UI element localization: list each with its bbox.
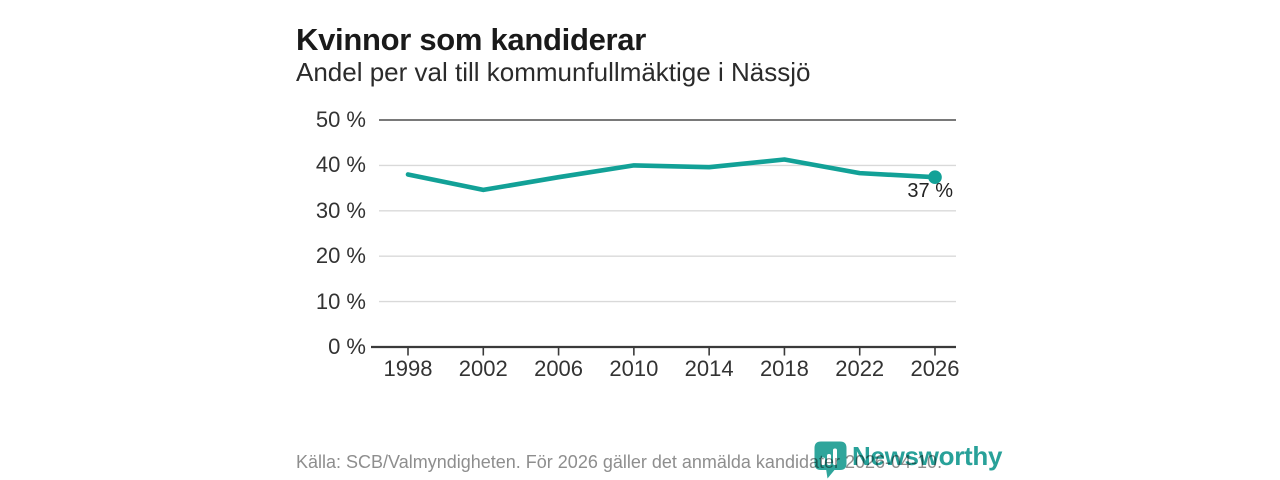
x-tick-label: 2018: [759, 356, 809, 381]
bar-chart-pin-icon: [814, 441, 847, 479]
y-tick-label: 0 %: [328, 334, 366, 359]
data-line: [405, 157, 938, 193]
y-tick-label: 20 %: [315, 243, 366, 269]
page-title: Kvinnor som kandiderar: [296, 21, 646, 57]
source-note: Källa: SCB/Valmyndigheten. För 2026 gäll…: [296, 452, 943, 472]
x-tick-label: 1998: [383, 356, 433, 381]
x-tick-label: 2022: [835, 356, 885, 381]
x-tick-label: 2002: [458, 356, 508, 381]
x-tick-label: 2026: [910, 356, 960, 381]
newsworthy-logo: Newsworthy: [814, 441, 1002, 479]
logo-wordmark: Newsworthy: [852, 441, 1003, 471]
x-tick-label: 2010: [609, 356, 659, 381]
chart-subtitle: Andel per val till kommunfullmäktige i N…: [296, 57, 811, 87]
endpoint-dot: [928, 170, 942, 185]
y-tick-label: 40 %: [315, 152, 366, 178]
x-tick-label: 2014: [684, 356, 734, 381]
y-tick-label: 10 %: [315, 288, 366, 314]
y-tick-label: 50 %: [315, 107, 366, 132]
end-value-label: 37 %: [907, 180, 953, 202]
y-tick-label: 30 %: [315, 197, 366, 223]
x-tick-label: 2006: [534, 356, 584, 381]
